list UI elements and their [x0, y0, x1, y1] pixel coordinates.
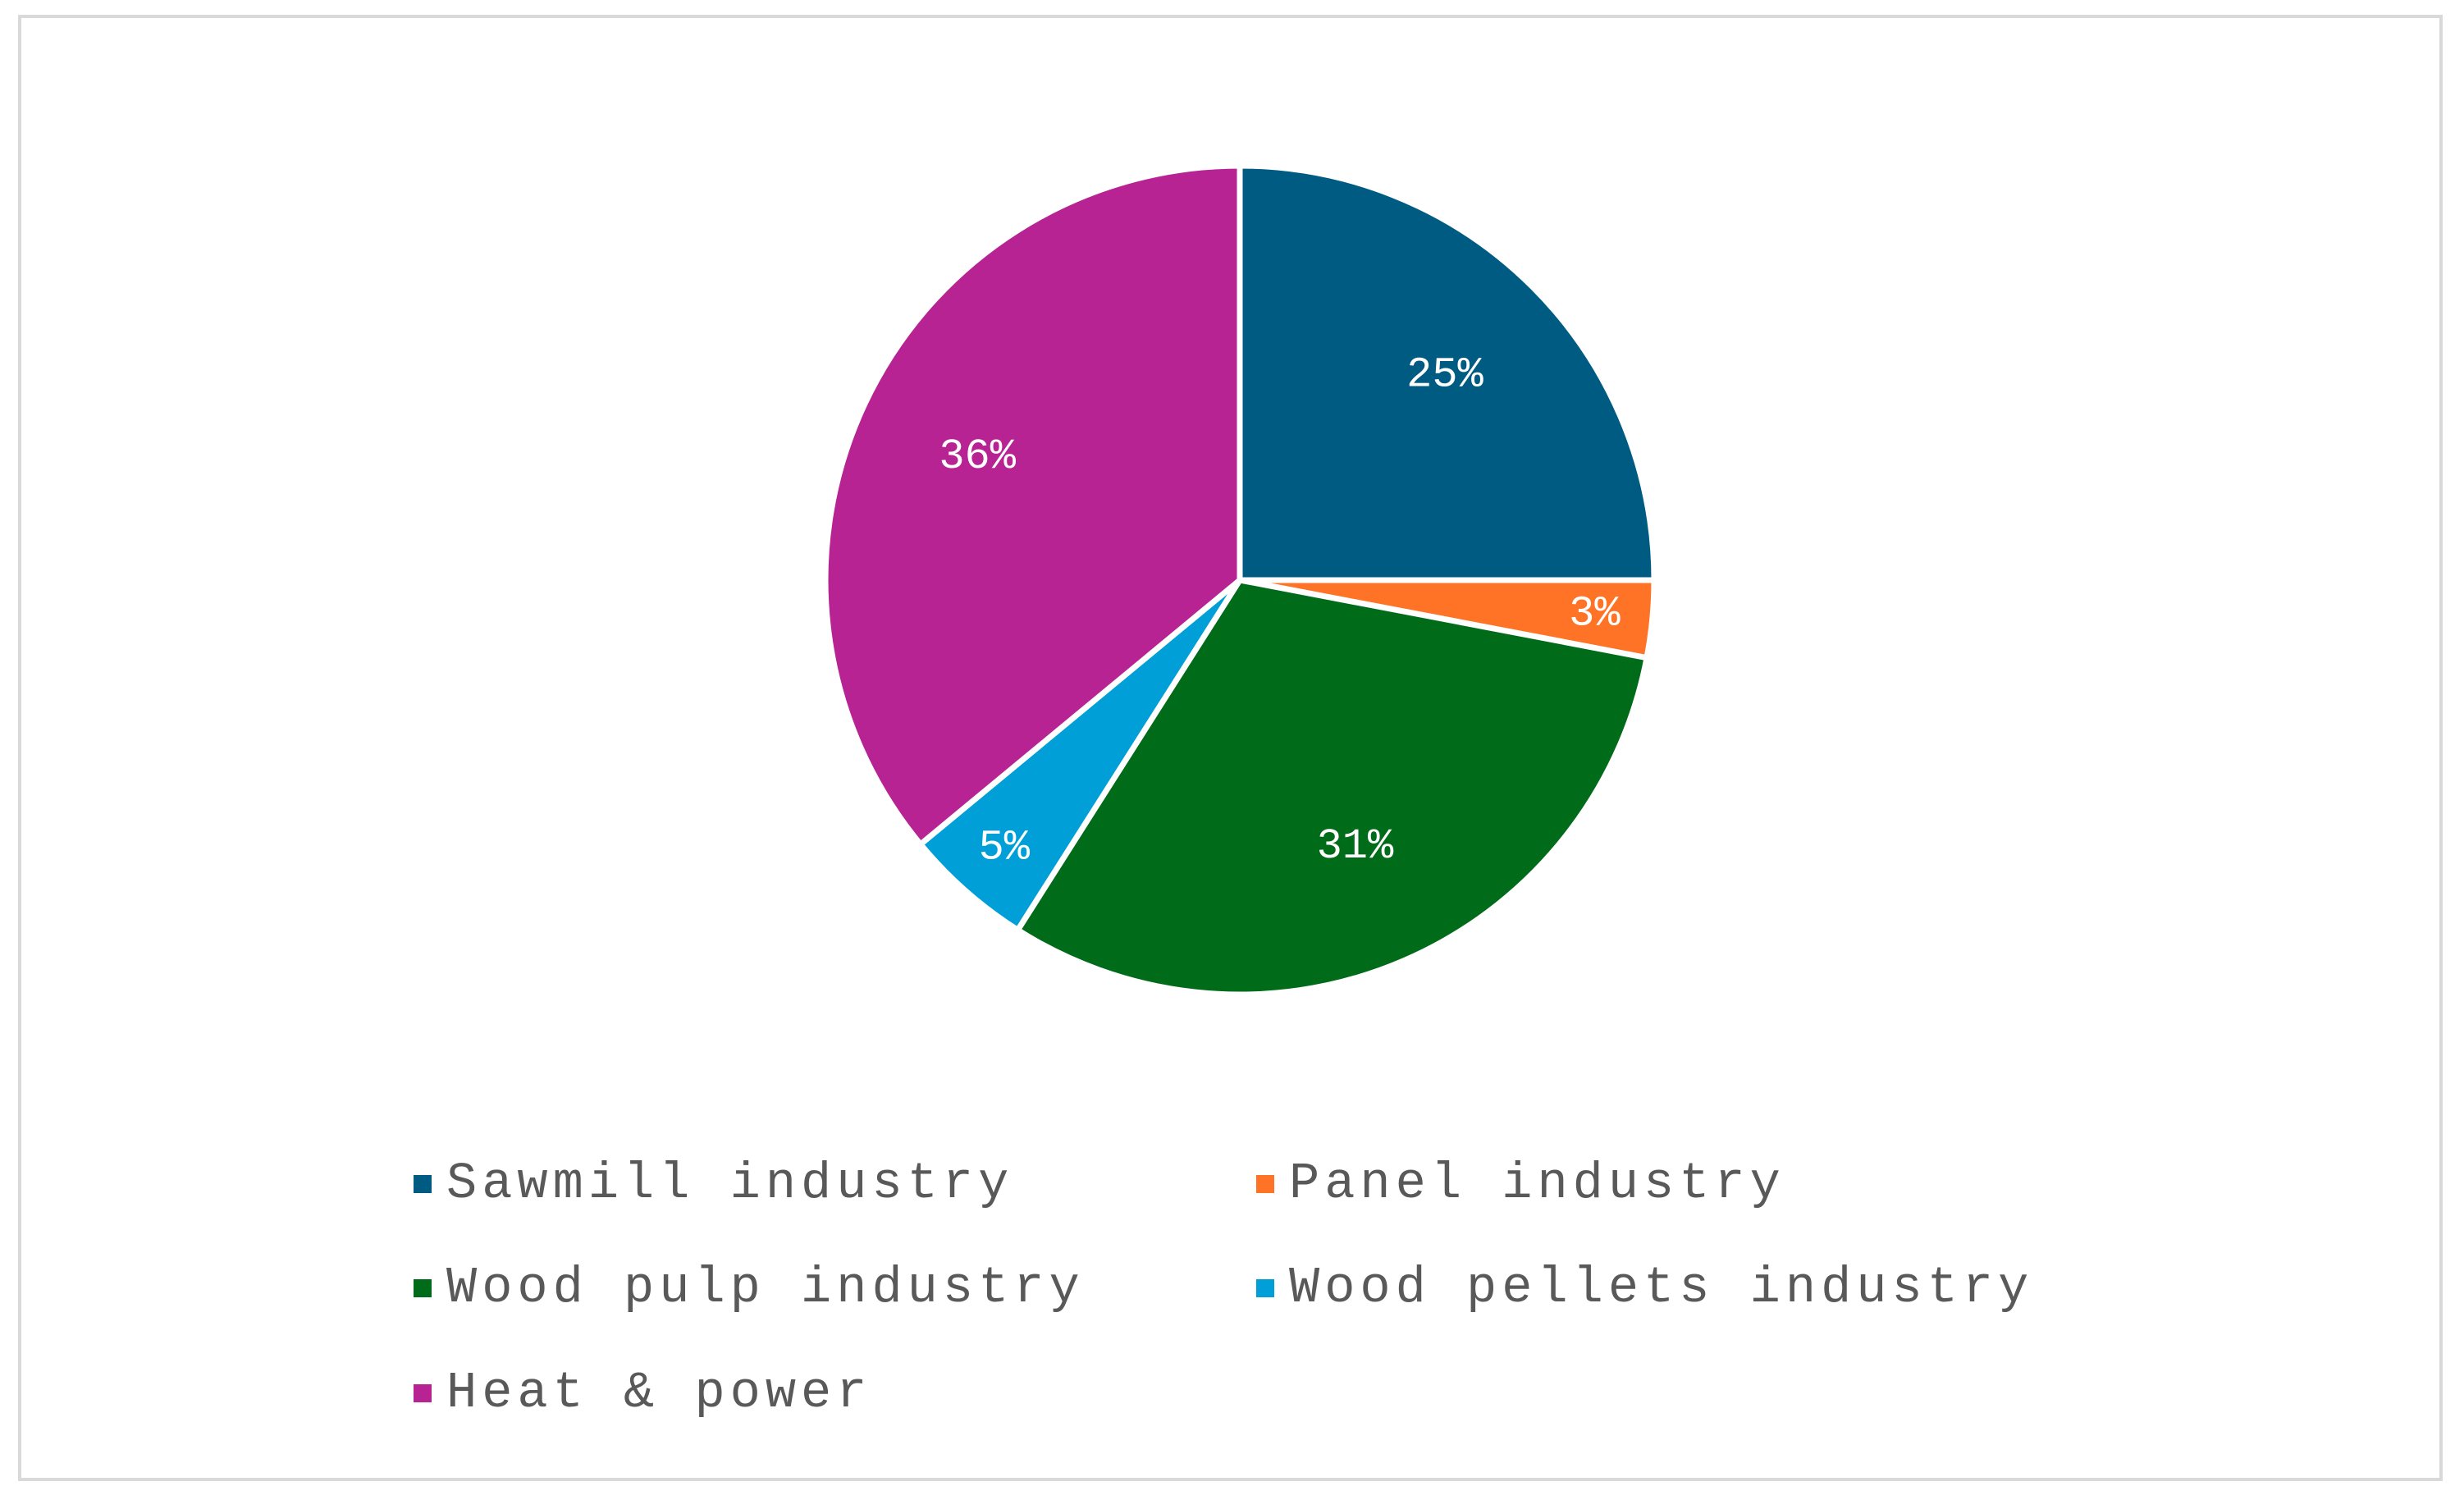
chart-frame: 25% 3% 31% 5% 36% Sawmill industry Panel ind… [18, 15, 2443, 1481]
legend-swatch-sawmill [414, 1174, 432, 1193]
legend-swatch-panel [1256, 1174, 1274, 1193]
data-label-wood-pellets: 5% [979, 823, 1031, 871]
legend-item-wood-pulp: Wood pulp industry [414, 1259, 1085, 1317]
legend-item-sawmill: Sawmill industry [414, 1155, 1013, 1213]
legend-swatch-wood-pellets [1256, 1278, 1274, 1297]
legend-swatch-wood-pulp [414, 1278, 432, 1297]
data-label-wood-pulp: 31% [1317, 822, 1394, 871]
data-label-heat-power: 36% [939, 432, 1016, 481]
legend-label-wood-pellets: Wood pellets industry [1289, 1259, 2034, 1317]
legend-item-wood-pellets: Wood pellets industry [1256, 1259, 2033, 1317]
legend-label-panel: Panel industry [1289, 1155, 1785, 1213]
legend-swatch-heat-power [414, 1383, 432, 1402]
pie-slice-sawmill [1237, 162, 1657, 583]
legend-item-panel: Panel industry [1256, 1155, 1785, 1213]
legend-label-heat-power: Heat & power [446, 1364, 872, 1422]
legend-item-heat-power: Heat & power [414, 1364, 871, 1422]
legend-label-sawmill: Sawmill industry [446, 1155, 1014, 1213]
data-label-panel: 3% [1569, 589, 1621, 638]
pie-chart: 25% 3% 31% 5% 36% [822, 162, 1657, 998]
data-label-sawmill: 25% [1406, 351, 1483, 400]
legend-label-wood-pulp: Wood pulp industry [446, 1259, 1085, 1317]
pie-slice-heat-power [822, 162, 1243, 848]
